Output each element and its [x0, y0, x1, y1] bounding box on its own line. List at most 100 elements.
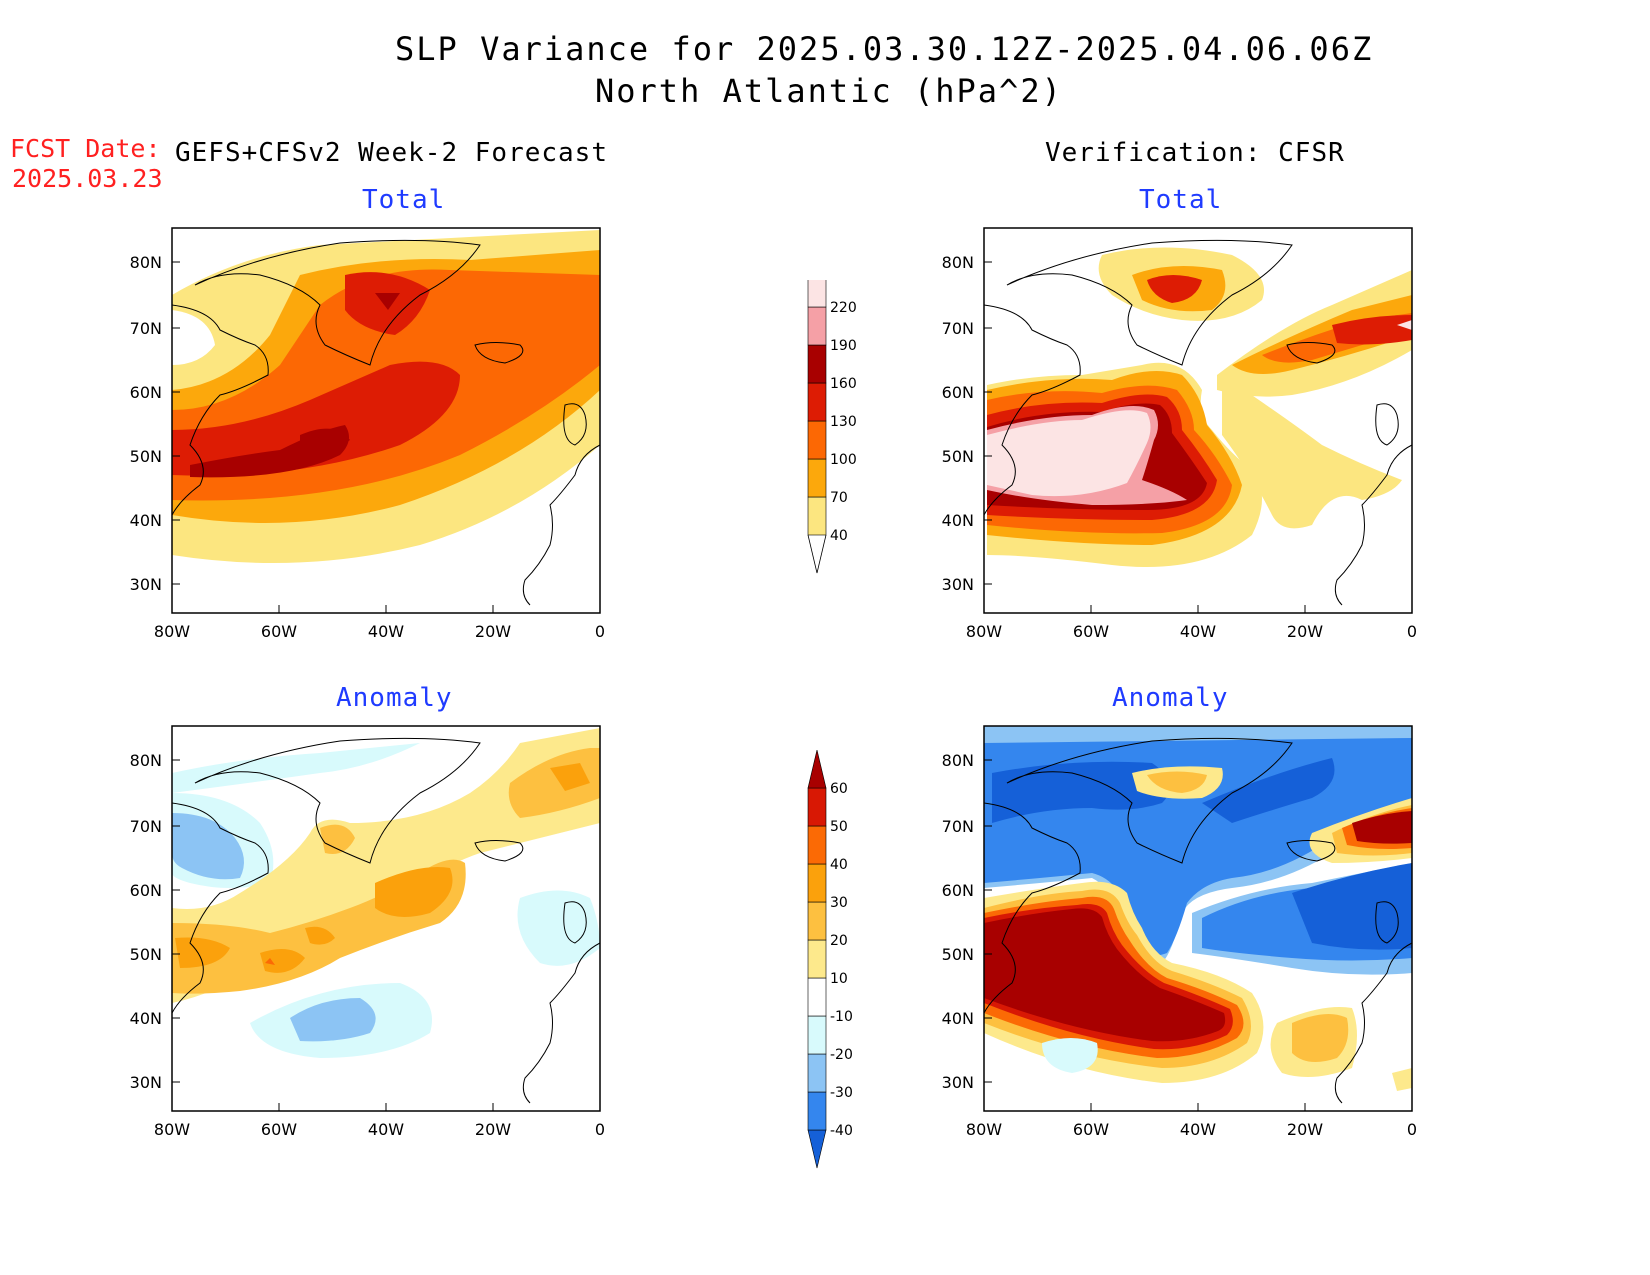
lon-tick-label: 20W: [1287, 1120, 1323, 1139]
panel-title-verification-anomaly: Anomaly: [1112, 683, 1229, 713]
colorbar-level-label: 160: [830, 376, 857, 392]
lon-tick-label: 0: [595, 1120, 605, 1139]
colorbar-bottom-tip: [807, 534, 827, 574]
lon-tick-label: 0: [1407, 1120, 1417, 1139]
lon-tick-label: 60W: [1073, 1120, 1109, 1139]
lat-tick-label: 30N: [130, 575, 162, 594]
lat-tick-label: 70N: [130, 817, 162, 836]
lat-tick-label: 70N: [942, 319, 974, 338]
colorbar-band: [807, 1091, 827, 1131]
lon-tick-label: 60W: [1073, 622, 1109, 641]
colorbar-level-label: 30: [830, 895, 848, 911]
lat-tick-label: 30N: [942, 1073, 974, 1092]
colorbar-band: [807, 901, 827, 941]
lon-tick-label: 60W: [261, 1120, 297, 1139]
coastline-outline: [171, 737, 601, 1104]
colorbar-level-label: 50: [830, 819, 848, 835]
verification-anomaly-field: [984, 726, 1412, 1111]
main-title-line2: North Atlantic (hPa^2): [595, 72, 1063, 110]
colorbar-level-label: 40: [830, 528, 848, 544]
verification-total-field: [984, 228, 1412, 613]
lat-tick-label: 40N: [942, 511, 974, 530]
lon-tick-label: 40W: [1180, 1120, 1216, 1139]
coastline-outline: [983, 239, 1413, 606]
lon-tick-label: 40W: [1180, 622, 1216, 641]
colorbar-level-label: 100: [830, 452, 857, 468]
fcst-date-value: 2025.03.23: [12, 164, 163, 193]
colorbar-band: [807, 306, 827, 346]
lat-tick-label: 50N: [942, 447, 974, 466]
lon-tick-label: 40W: [368, 1120, 404, 1139]
lon-tick-label: 80W: [966, 622, 1002, 641]
colorbar-band: [807, 382, 827, 422]
lat-tick-label: 50N: [130, 447, 162, 466]
forecast-total-field: [172, 228, 600, 613]
colorbar-level-label: 70: [830, 490, 848, 506]
lon-tick-label: 40W: [368, 622, 404, 641]
lat-tick-label: 70N: [942, 817, 974, 836]
colorbar-band: [807, 825, 827, 865]
lat-tick-label: 80N: [130, 751, 162, 770]
colorbar-level-label: 130: [830, 414, 857, 430]
verification-total-map: 80N 70N 60N 50N 40N 30N 80W 60W 40W 20W 0: [942, 227, 1417, 641]
colorbar-band: [807, 863, 827, 903]
panel-title-verification-total: Total: [1139, 185, 1223, 215]
lat-tick-label: 30N: [942, 575, 974, 594]
colorbar-band: [807, 1053, 827, 1093]
lon-tick-label: 80W: [966, 1120, 1002, 1139]
colorbar-band: [807, 458, 827, 498]
colorbar-band: [807, 787, 827, 827]
colorbar-level-label: -10: [830, 1009, 853, 1025]
lat-tick-label: 60N: [942, 881, 974, 900]
lat-tick-label: 40N: [130, 511, 162, 530]
forecast-total-map: 80N 70N 60N 50N 40N 30N 80W 60W 40W 20W 0: [130, 227, 605, 641]
lon-tick-label: 60W: [261, 622, 297, 641]
forecast-column-heading: GEFS+CFSv2 Week-2 Forecast: [175, 138, 608, 168]
lon-tick-label: 20W: [475, 622, 511, 641]
axis-ticks: 80N 70N 60N 50N 40N 30N 80W 60W 40W 20W 0: [130, 751, 605, 1139]
colorbar-level-label: 10: [830, 971, 848, 987]
lon-tick-label: 20W: [475, 1120, 511, 1139]
lat-tick-label: 70N: [130, 319, 162, 338]
colorbar-band: [807, 280, 827, 308]
coastline-outline: [171, 239, 601, 606]
lon-tick-label: 20W: [1287, 622, 1323, 641]
main-title-line1: SLP Variance for 2025.03.30.12Z-2025.04.…: [395, 30, 1374, 68]
fcst-date-label: FCST Date:: [10, 134, 161, 163]
colorbar-level-label: -20: [830, 1047, 853, 1063]
colorbar-level-label: 220: [830, 300, 857, 316]
colorbar-band: [807, 420, 827, 460]
lat-tick-label: 80N: [130, 253, 162, 272]
lat-tick-label: 40N: [942, 1009, 974, 1028]
colorbar-level-label: 190: [830, 338, 857, 354]
colorbar-band: [807, 939, 827, 979]
colorbar-level-label: 20: [830, 933, 848, 949]
total-colorbar: 40 70 100 130 160 190 220: [807, 280, 857, 574]
colorbar-level-label: 40: [830, 857, 848, 873]
colorbar-band: [807, 344, 827, 384]
colorbar-band: [807, 977, 827, 1017]
lon-tick-label: 80W: [154, 1120, 190, 1139]
axis-ticks: 80N 70N 60N 50N 40N 30N 80W 60W 40W 20W 0: [130, 253, 605, 641]
lat-tick-label: 30N: [130, 1073, 162, 1092]
lat-tick-label: 50N: [942, 945, 974, 964]
lon-tick-label: 80W: [154, 622, 190, 641]
colorbar-band: [807, 1015, 827, 1055]
lat-tick-label: 60N: [130, 383, 162, 402]
colorbar-band: [807, 496, 827, 536]
verification-anomaly-map: 80N 70N 60N 50N 40N 30N 80W 60W 40W 20W 0: [942, 725, 1417, 1139]
colorbar-level-label: 60: [830, 781, 848, 797]
colorbar-bottom-cap: [807, 1129, 827, 1169]
axis-ticks: 80N 70N 60N 50N 40N 30N 80W 60W 40W 20W 0: [942, 751, 1417, 1139]
colorbar-top-cap: [807, 750, 827, 789]
panel-title-forecast-anomaly: Anomaly: [336, 683, 453, 713]
verification-column-heading: Verification: CFSR: [1045, 138, 1345, 168]
lon-tick-label: 0: [1407, 622, 1417, 641]
lon-tick-label: 0: [595, 622, 605, 641]
forecast-anomaly-map: 80N 70N 60N 50N 40N 30N 80W 60W 40W 20W 0: [130, 725, 605, 1139]
coastline-outline: [983, 737, 1413, 1104]
lat-tick-label: 80N: [942, 253, 974, 272]
lat-tick-label: 60N: [942, 383, 974, 402]
lat-tick-label: 60N: [130, 881, 162, 900]
lat-tick-label: 40N: [130, 1009, 162, 1028]
